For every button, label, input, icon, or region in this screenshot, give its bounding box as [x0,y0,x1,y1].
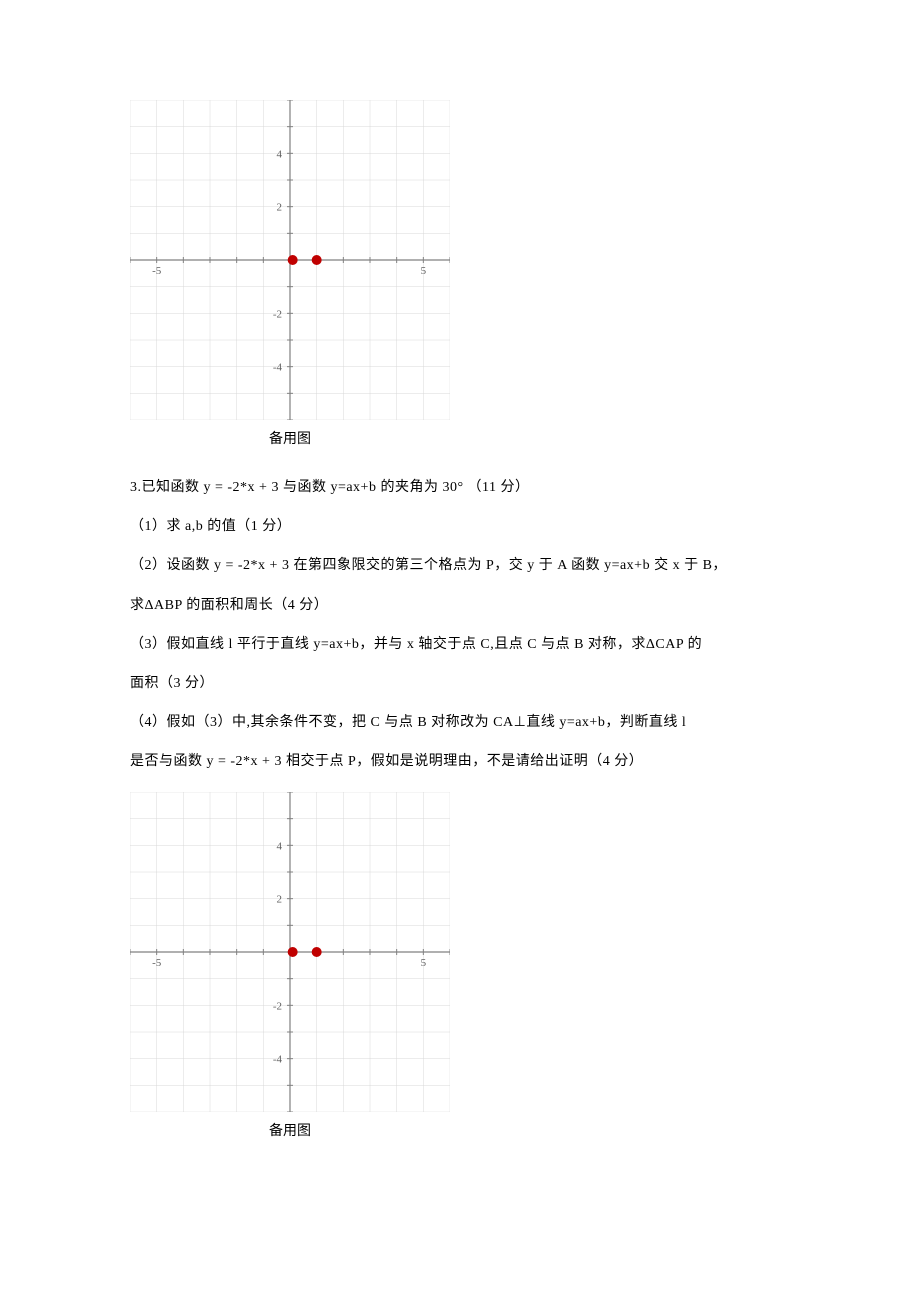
svg-text:-4: -4 [273,362,283,374]
chart-2-container: -5 5 4 2 -2 -4 [130,792,800,1112]
svg-text:2: 2 [277,202,283,214]
svg-text:2: 2 [277,893,283,905]
problem-3-part-4a: （4）假如（3）中,其余条件不变，把 C 与点 B 对称改为 CA⊥直线 y=a… [130,703,800,742]
problem-3-part-4b: 是否与函数 y = -2*x + 3 相交于点 P，假如是说明理由，不是请给出证… [130,742,800,781]
chart-1-container: -5 5 4 2 -2 -4 [130,100,800,420]
svg-text:-5: -5 [152,265,162,277]
problem-3-part-2a: （2）设函数 y = -2*x + 3 在第四象限交的第三个格点为 P，交 y … [130,546,800,585]
svg-text:-2: -2 [273,1000,282,1012]
problem-3-part-1: （1）求 a,b 的值（1 分） [130,507,800,546]
problem-3-part-3a: （3）假如直线 l 平行于直线 y=ax+b，并与 x 轴交于点 C,且点 C … [130,625,800,664]
chart-2-caption: 备用图 [130,1120,450,1140]
problem-3-part-3b: 面积（3 分） [130,664,800,703]
svg-text:4: 4 [277,148,283,160]
chart-2: -5 5 4 2 -2 -4 [130,792,450,1112]
svg-text:-5: -5 [152,957,162,969]
chart-1: -5 5 4 2 -2 -4 [130,100,450,420]
svg-text:4: 4 [277,840,283,852]
svg-text:-4: -4 [273,1053,283,1065]
svg-text:5: 5 [421,957,427,969]
svg-text:-2: -2 [273,308,282,320]
problem-3-part-2b: 求ΔABP 的面积和周长（4 分） [130,586,800,625]
svg-text:5: 5 [421,265,427,277]
problem-3-heading: 3.已知函数 y = -2*x + 3 与函数 y=ax+b 的夹角为 30° … [130,468,800,507]
chart-1-caption: 备用图 [130,428,450,448]
